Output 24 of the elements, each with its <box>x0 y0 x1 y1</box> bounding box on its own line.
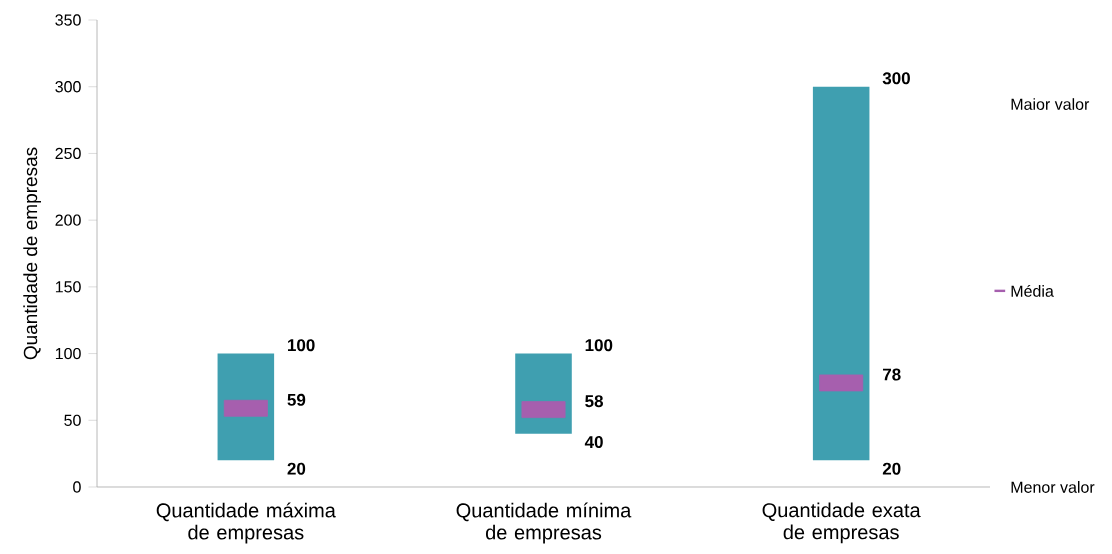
x-tick-label: Quantidade máxima de empresas <box>156 502 336 544</box>
annotation: 20 <box>882 462 901 475</box>
y-tick-label: 150 <box>55 281 81 293</box>
y-tick-label: 250 <box>55 147 81 160</box>
text: Maior valor <box>1011 98 1090 110</box>
y-tick-label: 300 <box>55 81 81 93</box>
x-tick-label: Quantidade mínima de empresas <box>456 502 632 544</box>
y-tick-label: 50 <box>64 414 81 426</box>
annotation: 40 <box>584 436 603 449</box>
annotation: 78 <box>882 368 901 381</box>
y-tick-label: 100 <box>55 347 81 360</box>
y-tick-label: 350 <box>55 14 81 26</box>
text: Menor valor <box>1011 481 1095 493</box>
annotation: 100 <box>585 339 613 352</box>
annotation: 20 <box>287 462 306 475</box>
annotation: 59 <box>287 393 306 406</box>
annotation: 58 <box>585 395 603 408</box>
y-tick-label: 0 <box>73 481 81 493</box>
annotation: 100 <box>288 339 315 352</box>
legend-label: Média <box>1011 284 1054 297</box>
y-axis-title: Quantidade de empresas <box>23 147 41 360</box>
y-tick-label: 200 <box>55 214 81 226</box>
annotation: 300 <box>882 72 910 85</box>
x-tick-label: Quantidade exata de empresas <box>762 502 921 544</box>
